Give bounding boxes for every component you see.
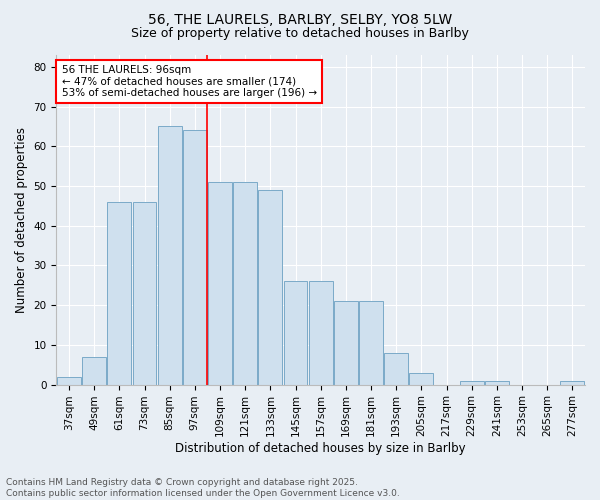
Bar (334, 301, 358, 384)
Bar (259, 190, 283, 384)
Text: 56, THE LAURELS, BARLBY, SELBY, YO8 5LW: 56, THE LAURELS, BARLBY, SELBY, YO8 5LW (148, 12, 452, 26)
Bar (309, 282, 332, 385)
Bar (133, 202, 157, 384)
X-axis label: Distribution of detached houses by size in Barlby: Distribution of detached houses by size … (175, 442, 466, 455)
Bar (183, 130, 207, 384)
Bar (460, 380, 484, 384)
Bar (485, 380, 509, 384)
Bar (208, 182, 232, 384)
Bar (158, 126, 182, 384)
Bar (57, 376, 81, 384)
Bar (384, 353, 408, 384)
Bar (107, 202, 131, 384)
Bar (409, 372, 433, 384)
Bar (82, 357, 106, 384)
Bar (560, 380, 584, 384)
Text: Size of property relative to detached houses in Barlby: Size of property relative to detached ho… (131, 28, 469, 40)
Bar (233, 182, 257, 384)
Text: Contains HM Land Registry data © Crown copyright and database right 2025.
Contai: Contains HM Land Registry data © Crown c… (6, 478, 400, 498)
Y-axis label: Number of detached properties: Number of detached properties (15, 127, 28, 313)
Text: 56 THE LAURELS: 96sqm
← 47% of detached houses are smaller (174)
53% of semi-det: 56 THE LAURELS: 96sqm ← 47% of detached … (62, 65, 317, 98)
Bar (284, 282, 307, 385)
Bar (359, 301, 383, 384)
